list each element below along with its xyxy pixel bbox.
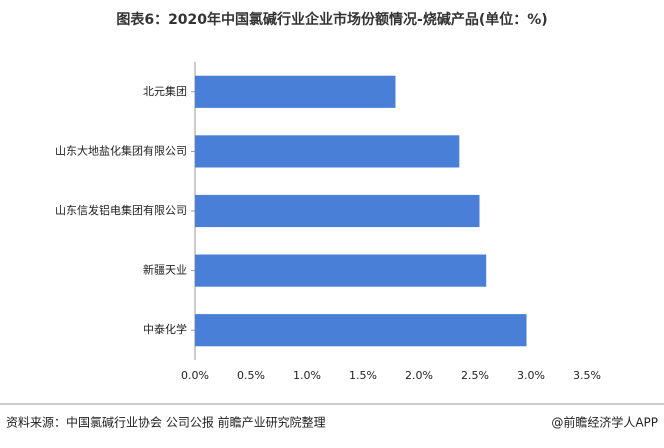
x-tick-label: 2.5% (461, 369, 489, 382)
bar (195, 314, 527, 347)
bar (195, 254, 487, 287)
y-tick-label: 山东信发铝电集团有限公司 (55, 203, 187, 217)
x-tick-label: 2.0% (405, 369, 433, 382)
credit: @前瞻经济学人APP (551, 415, 658, 430)
bar (195, 194, 480, 228)
chart-title: 图表6：2020年中国氯碱行业企业市场份额情况-烧碱产品(单位：%) (116, 11, 547, 28)
y-tick-label: 山东大地盐化集团有限公司 (55, 143, 187, 157)
x-tick-label: 0.0% (181, 369, 209, 382)
x-tick-label: 3.0% (517, 369, 545, 382)
x-tick-label: 1.0% (293, 369, 321, 382)
y-tick-label: 中泰化学 (143, 322, 187, 336)
source: 资料来源：中国氯碱行业协会 公司公报 前瞻产业研究院整理 (6, 415, 326, 430)
x-tick-label: 1.5% (349, 369, 377, 382)
y-tick-label: 北元集团 (143, 84, 187, 98)
bar (195, 135, 460, 168)
x-tick-label: 3.5% (573, 369, 601, 382)
x-tick-label: 0.5% (237, 369, 265, 382)
bar (195, 75, 396, 108)
y-tick-label: 新疆天业 (143, 263, 187, 277)
